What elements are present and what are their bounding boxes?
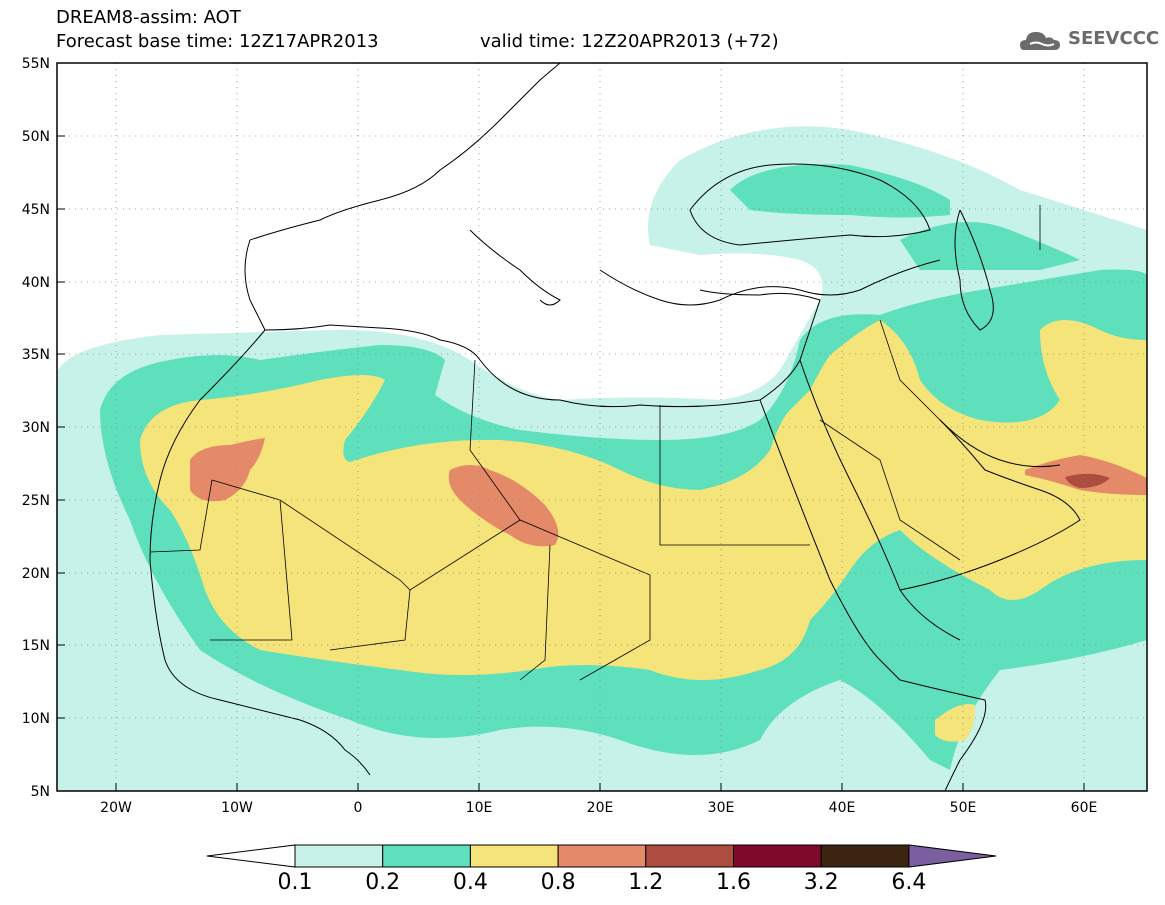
colorbar-label: 3.2	[803, 870, 839, 895]
colorbar-swatch	[294, 844, 384, 868]
lat-tick-label: 50N	[22, 129, 50, 145]
colorbar-label: 0.8	[540, 870, 576, 895]
lat-tick-label: 30N	[22, 420, 50, 436]
colorbar-swatch	[557, 844, 647, 868]
cloud-icon	[1020, 32, 1060, 50]
colorbar-label: 6.4	[891, 870, 927, 895]
coastlines	[149, 63, 1081, 791]
lon-tick-label: 10W	[221, 800, 253, 816]
lat-tick-label: 20N	[22, 566, 50, 582]
colorbar-swatch	[382, 844, 471, 868]
lon-tick-label: 30E	[708, 800, 735, 816]
colorbar-swatch	[469, 844, 559, 868]
tick-marks	[57, 135, 1085, 791]
lon-tick-label: 20E	[587, 800, 614, 816]
gridlines	[57, 63, 1147, 791]
colorbar-low-arrow	[206, 844, 296, 868]
country-borders	[149, 205, 1041, 681]
colorbar-label: 0.4	[452, 870, 488, 895]
aot-band-0.4	[140, 320, 1147, 742]
lon-tick-label: 50E	[950, 800, 977, 816]
valid-time: valid time: 12Z20APR2013 (+72)	[480, 31, 779, 52]
colorbar-label: 1.2	[628, 870, 664, 895]
lat-tick-label: 10N	[22, 711, 50, 727]
lon-tick-label: 60E	[1071, 800, 1098, 816]
logo-text: SEEVCCC	[1068, 28, 1160, 49]
lon-tick-label: 20W	[100, 800, 132, 816]
lat-tick-label: 45N	[22, 202, 50, 218]
lat-tick-label: 40N	[22, 275, 50, 291]
lon-tick-label: 10E	[466, 800, 493, 816]
lat-tick-label: 15N	[22, 638, 50, 654]
lon-tick-label: 40E	[829, 800, 856, 816]
aot-band-0.8	[190, 438, 1147, 547]
colorbar-swatch	[820, 844, 910, 868]
lat-tick-label: 55N	[22, 56, 50, 72]
colorbar	[206, 844, 997, 868]
colorbar-high-arrow	[908, 844, 997, 868]
aot-band-1.2	[1065, 473, 1110, 488]
forecast-base-time: Forecast base time: 12Z17APR2013	[56, 31, 379, 52]
lat-tick-label: 25N	[22, 493, 50, 509]
colorbar-label: 0.1	[277, 870, 313, 895]
colorbar-swatch	[733, 844, 822, 868]
lat-tick-label: 5N	[31, 784, 50, 800]
colorbar-swatch	[645, 844, 734, 868]
lat-tick-label: 35N	[22, 347, 50, 363]
lon-tick-label: 0	[354, 800, 363, 816]
colorbar-label: 1.6	[716, 870, 751, 895]
colorbar-label: 0.2	[365, 870, 401, 895]
map-title: DREAM8-assim: AOT	[56, 7, 241, 28]
